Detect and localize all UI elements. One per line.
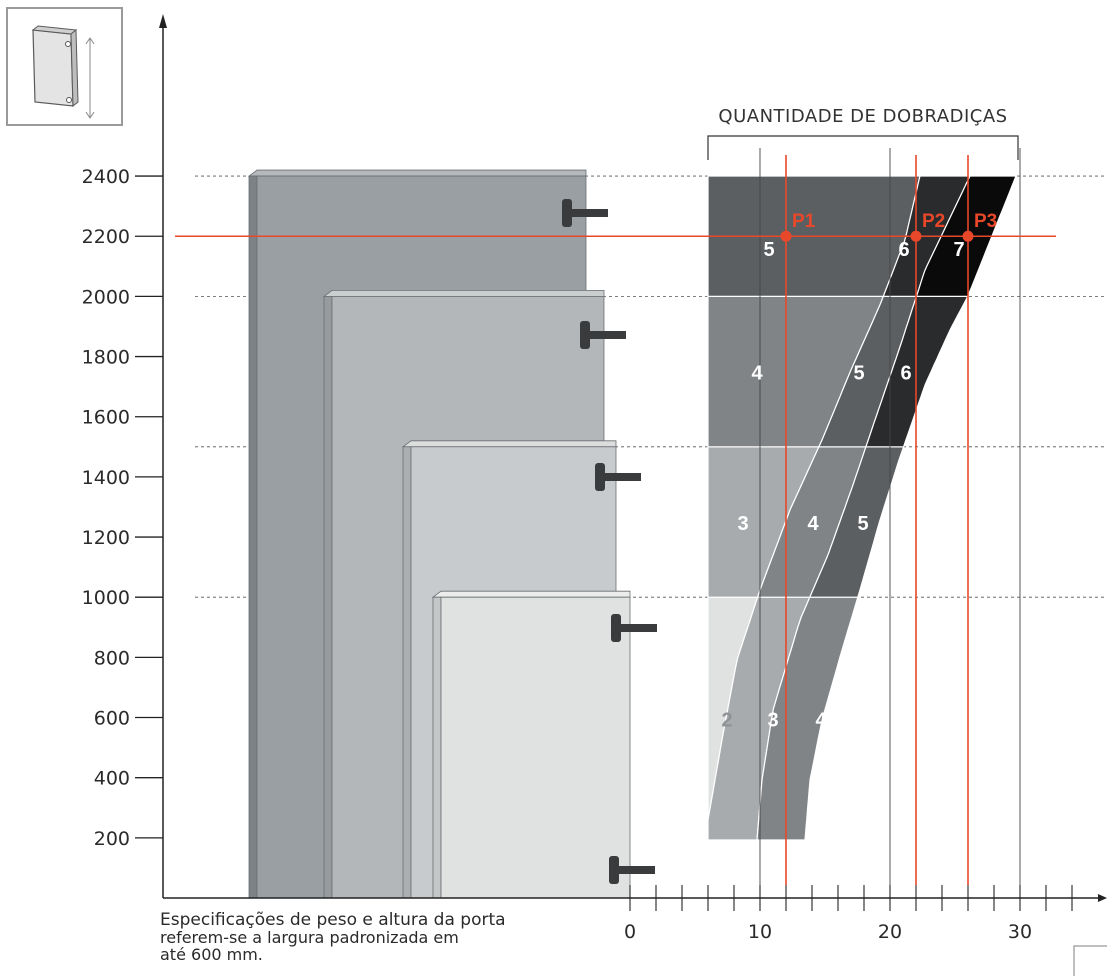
x-axis-arrow [1098,894,1107,902]
door-panel [431,590,631,899]
y-tick-label: 1200 [82,527,130,549]
hinge-count-label: 4 [815,710,827,732]
y-tick-label: 2200 [82,226,130,248]
hinge-icon [595,463,641,491]
title-bracket [707,135,1019,160]
door-height-icon [6,7,123,126]
hinge-count-label: 6 [898,239,909,261]
y-tick-label: 1000 [82,587,130,609]
y-tick-label: 1400 [82,467,130,489]
y-tick-label: 1600 [82,407,130,429]
point-label: P2 [922,211,945,232]
y-axis-arrow [159,14,167,28]
y-tick-label: 800 [94,647,130,669]
point-label: P1 [792,211,816,232]
point-marker [910,230,922,242]
y-tick-label: 200 [94,828,130,850]
hinge-count-label: 2 [721,710,732,732]
point-marker [962,230,974,242]
hinge-count-label: 5 [853,363,864,385]
x-tick-label: 10 [748,921,772,943]
y-tick-label: 1800 [82,347,130,369]
y-tick-label: 400 [94,768,130,790]
hinge-icon [611,614,657,642]
hinge-count-label: 5 [763,239,774,261]
chart-title: QUANTIDADE DE DOBRADIÇAS [718,106,1007,127]
hinge-count-label: 6 [900,363,911,385]
hinge-count-label: 3 [767,710,778,732]
hinge-count-label: 4 [751,363,763,385]
hinge-icon [562,199,608,227]
hinge-icon [580,321,626,349]
footnote: Especificações de peso e altura da porta… [160,910,590,964]
y-tick-label: 2000 [82,286,130,308]
hinge-count-label: 3 [737,513,748,535]
footnote-line-1: Especificações de peso e altura da porta [160,910,506,930]
hinge-icon [609,856,655,884]
point-label: P3 [974,211,997,232]
hinge-count-label: 7 [953,239,964,261]
footnote-line-3: até 600 mm. [160,945,263,964]
x-tick-label: 20 [878,921,902,943]
hinge-count-label: 4 [807,513,819,535]
y-tick-label: 600 [94,708,130,730]
x-tick-label: 0 [624,921,636,943]
hinge-count-label: 5 [857,513,868,535]
page-corner-mark [1073,945,1107,976]
x-tick-label: 30 [1008,921,1032,943]
point-marker [780,230,792,242]
y-tick-label: 2400 [82,166,130,188]
footnote-line-2: referem-se a largura padronizada em [160,928,459,947]
